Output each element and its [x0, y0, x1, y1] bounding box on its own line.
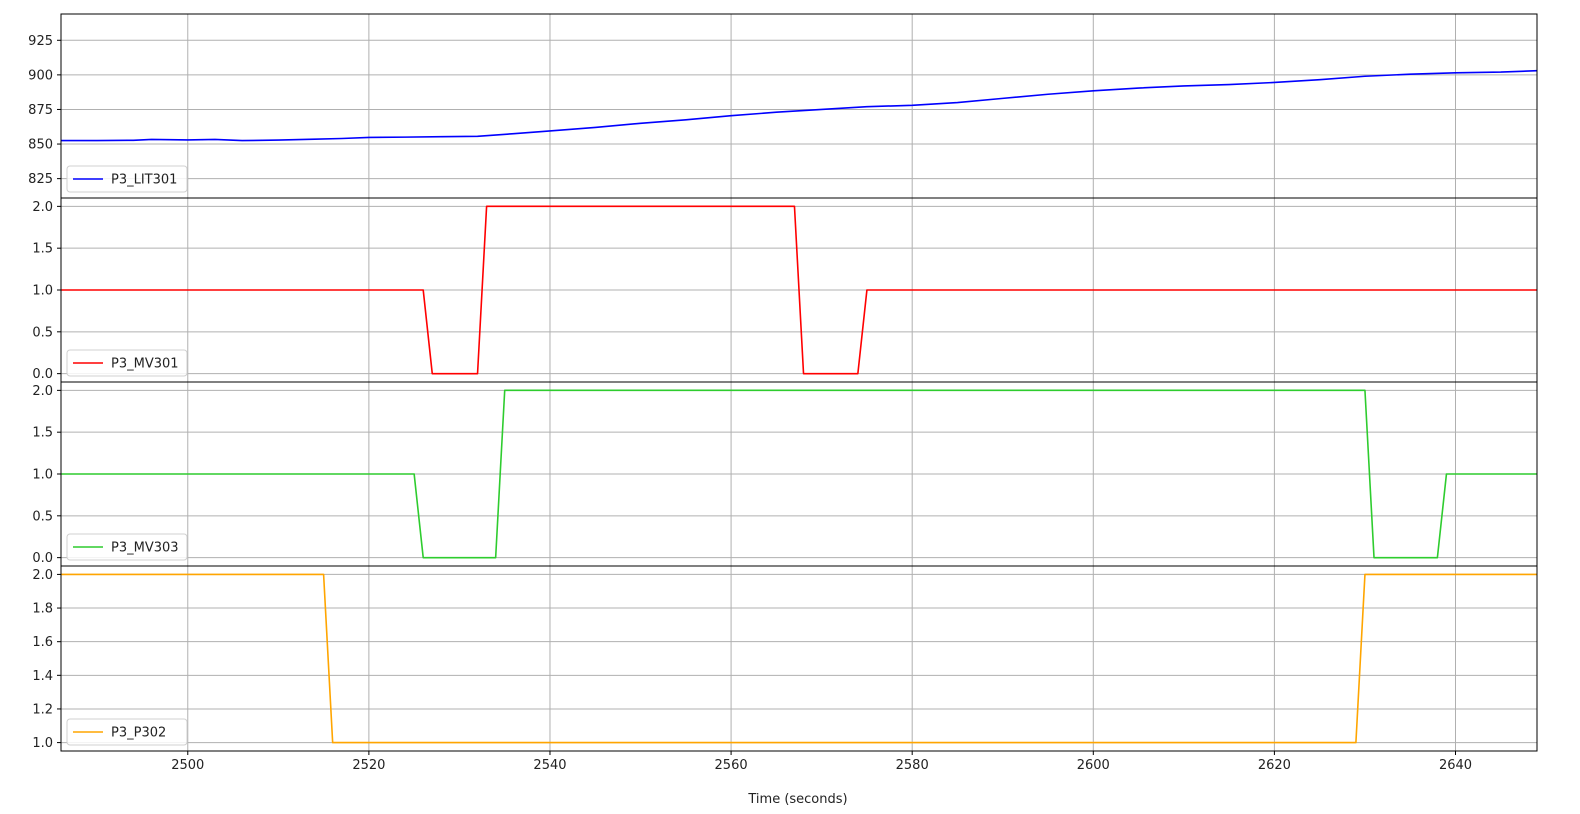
series-line-p3-mv303: [61, 389, 1537, 559]
y-tick-label: 1.6: [32, 635, 53, 650]
legend: P3_P302: [66, 718, 188, 746]
y-tick-label: 875: [28, 103, 53, 118]
legend-label: P3_P302: [111, 726, 166, 741]
y-tick-label: 1.0: [32, 736, 53, 751]
y-tick-label: 1.5: [32, 242, 53, 257]
x-tick-label: 2540: [533, 758, 566, 773]
x-tick-label: 2520: [352, 758, 385, 773]
y-tick-label: 0.0: [32, 367, 53, 382]
y-tick-label: 900: [28, 68, 53, 83]
panel-1: 825 850 875 900 925 P3_LIT301: [28, 13, 1538, 199]
y-tick-label: 0.5: [32, 325, 53, 340]
legend-frame: [66, 165, 188, 193]
y-tick-label: 1.8: [32, 602, 53, 617]
y-tick-label: 1.4: [32, 669, 53, 684]
legend: P3_LIT301: [66, 165, 188, 193]
y-tick-label: 1.0: [32, 468, 53, 483]
y-tick-label: 2.0: [32, 384, 53, 399]
y-tick-label: 925: [28, 34, 53, 49]
x-tick-label: 2580: [896, 758, 929, 773]
y-tick-label: 1.5: [32, 426, 53, 441]
legend-label: P3_MV301: [111, 357, 179, 372]
panel-2: 0.0 0.5 1.0 1.5 2.0 P3_MV301: [32, 197, 1538, 383]
x-axis: 2500 2520 2540 2560 2580 2600 2620 2640: [171, 751, 1472, 773]
legend: P3_MV303: [66, 533, 188, 561]
chart-panels: 825 850 875 900 925 P3_LIT301 0.0 0.5 1.0 1.5 2.0 P…: [28, 13, 1538, 752]
y-tick-label: 850: [28, 138, 53, 153]
legend-frame: [66, 349, 188, 377]
y-tick-label: 0.5: [32, 509, 53, 524]
legend-frame: [66, 718, 188, 746]
panel-3: 0.0 0.5 1.0 1.5 2.0 P3_MV303: [32, 381, 1538, 567]
y-tick-label: 1.0: [32, 284, 53, 299]
x-tick-label: 2560: [715, 758, 748, 773]
x-tick-label: 2640: [1439, 758, 1472, 773]
x-tick-label: 2620: [1258, 758, 1291, 773]
x-tick-label: 2500: [171, 758, 204, 773]
x-tick-label: 2600: [1077, 758, 1110, 773]
series-line-p3-p302: [61, 573, 1537, 744]
y-tick-label: 2.0: [32, 568, 53, 583]
y-tick-label: 825: [28, 172, 53, 187]
y-tick-label: 1.2: [32, 702, 53, 717]
y-tick-label: 2.0: [32, 200, 53, 215]
legend-label: P3_MV303: [111, 541, 179, 556]
x-axis-label: Time (seconds): [747, 792, 847, 807]
panel-frame: [60, 13, 1538, 199]
series-line-p3-mv301: [61, 205, 1537, 375]
panel-4: 1.0 1.2 1.4 1.6 1.8 2.0 P3_P302: [32, 565, 1538, 752]
y-tick-label: 0.0: [32, 551, 53, 566]
panel-frame: [60, 565, 1538, 752]
legend: P3_MV301: [66, 349, 188, 377]
series-line-p3-lit301: [61, 69, 1537, 142]
legend-frame: [66, 533, 188, 561]
legend-label: P3_LIT301: [111, 173, 177, 188]
